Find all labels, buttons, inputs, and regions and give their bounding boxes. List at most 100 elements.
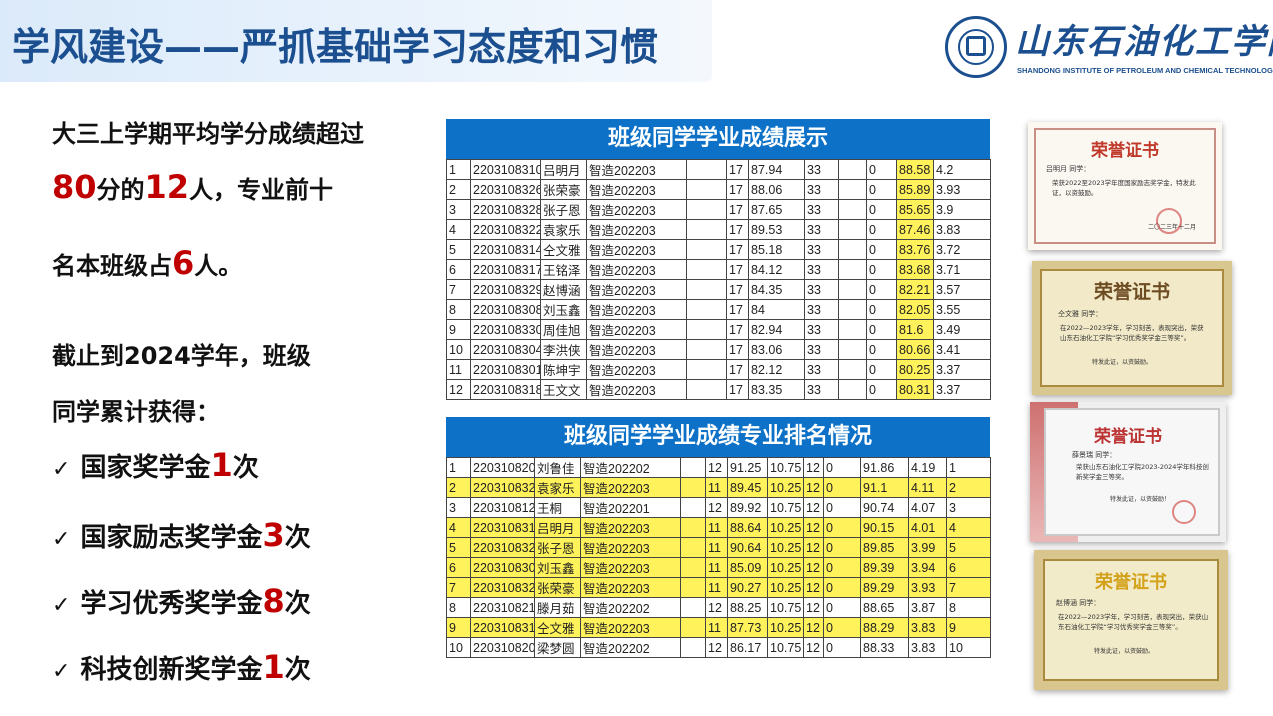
award-name: 国家奖学金 xyxy=(80,453,211,483)
table-cell: 17 xyxy=(726,179,749,200)
table-cell: 10.75 xyxy=(767,457,804,478)
table-cell: 8 xyxy=(946,597,991,618)
certificate-recipient: 吕明月 同学： xyxy=(1046,165,1091,173)
table-cell: 4.11 xyxy=(908,477,947,498)
table-cell: 智造202203 xyxy=(586,299,687,320)
table-cell: 85.09 xyxy=(727,557,768,578)
table-cell: 88.58 xyxy=(896,159,934,180)
table-cell: 滕月茹 xyxy=(534,597,581,618)
table-cell: 张子恩 xyxy=(540,199,587,220)
certificate-title: 荣誉证书 xyxy=(1094,427,1162,447)
table-cell: 0 xyxy=(866,239,897,260)
table-cell: 17 xyxy=(726,359,749,380)
table-cell: 0 xyxy=(866,259,897,280)
table-cell: 87.46 xyxy=(896,219,934,240)
table-cell: 梁梦圆 xyxy=(534,637,581,658)
table-cell: 82.21 xyxy=(896,279,934,300)
table-cell: 智造202203 xyxy=(586,239,687,260)
table-cell: 智造202203 xyxy=(586,199,687,220)
table-cell: 12 xyxy=(803,457,824,478)
table-cell: 2203108207 xyxy=(470,637,535,658)
table-cell: 9 xyxy=(946,617,991,638)
table-cell: 10.75 xyxy=(767,597,804,618)
table-cell: 1 xyxy=(446,159,471,180)
table-cell: 仝文雅 xyxy=(534,617,581,638)
award-name: 科技创新奖学金 xyxy=(80,655,263,685)
ranking-section: 班级同学学业成绩专业排名情况 12203108209刘鲁佳智造202202129… xyxy=(446,417,991,658)
table-cell: 4 xyxy=(946,517,991,538)
award-unit: 次 xyxy=(284,589,311,619)
award-name: 学习优秀奖学金 xyxy=(80,589,263,619)
table-cell: 2203108310 xyxy=(470,159,541,180)
school-logo: 山东石油化工学院 SHANDONG INSTITUTE OF PETROLEUM… xyxy=(945,14,1273,80)
table-cell: 2203108330 xyxy=(470,319,541,340)
table-cell: 11 xyxy=(705,557,728,578)
table-cell: 0 xyxy=(866,199,897,220)
table-cell: 0 xyxy=(866,159,897,180)
table-cell: 10 xyxy=(946,637,991,658)
table-cell: 智造202203 xyxy=(586,159,687,180)
table-cell: 吕明月 xyxy=(540,159,587,180)
table-cell: 智造202203 xyxy=(580,577,681,598)
table-cell xyxy=(680,477,706,498)
certificate-3: 荣誉证书 薛景瑞 同学： 荣获山东石油化工学院2023-2024学年科技创新奖学… xyxy=(1030,402,1226,542)
table-row: 102203108207梁梦圆智造2022021286.1710.7512088… xyxy=(446,637,991,658)
table-cell: 17 xyxy=(726,319,749,340)
table-cell: 12 xyxy=(705,497,728,518)
certificate-recipient: 仝文雅 同学： xyxy=(1058,310,1103,318)
table-cell: 17 xyxy=(726,259,749,280)
table-cell xyxy=(838,159,867,180)
table-cell xyxy=(838,179,867,200)
table-row: 8 2203108308 刘玉鑫 智造202203 17 84 33 0 82.05 3.55 xyxy=(446,299,991,320)
table-cell: 张荣豪 xyxy=(540,179,587,200)
table-cell xyxy=(686,379,727,400)
table-row: 62203108308刘玉鑫智造2022031185.0910.2512089.… xyxy=(446,557,991,578)
page-title: 学风建设——严抓基础学习态度和习惯 xyxy=(12,25,659,69)
table-cell: 2203108314 xyxy=(470,239,541,260)
table-cell: 2203108328 xyxy=(470,199,541,220)
table-cell: 88.33 xyxy=(860,637,909,658)
table-cell: 11 xyxy=(705,537,728,558)
table-cell: 84.12 xyxy=(748,259,805,280)
table-cell: 陈坤宇 xyxy=(540,359,587,380)
table-cell: 6 xyxy=(946,557,991,578)
table-cell: 3.71 xyxy=(933,259,991,280)
table-cell: 10.75 xyxy=(767,497,804,518)
table-cell: 17 xyxy=(726,159,749,180)
table-cell: 3.99 xyxy=(908,537,947,558)
table-cell: 0 xyxy=(823,617,861,638)
table-cell: 0 xyxy=(866,279,897,300)
table-cell: 33 xyxy=(804,279,839,300)
table-cell: 刘玉鑫 xyxy=(540,299,587,320)
table-cell: 88.65 xyxy=(860,597,909,618)
table-cell: 9 xyxy=(446,319,471,340)
table-cell: 0 xyxy=(823,637,861,658)
table-cell: 85.18 xyxy=(748,239,805,260)
table-cell: 89.85 xyxy=(860,537,909,558)
table-cell xyxy=(680,637,706,658)
table-cell xyxy=(686,199,727,220)
table-cell xyxy=(686,299,727,320)
table-cell: 2 xyxy=(446,477,471,498)
certificate-title: 荣誉证书 xyxy=(1095,572,1167,593)
table-cell: 2203108209 xyxy=(470,457,535,478)
table-cell: 0 xyxy=(823,557,861,578)
table-row: 3 2203108328 张子恩 智造202203 17 87.65 33 0 85.65 3.9 xyxy=(446,199,991,220)
table-cell xyxy=(680,597,706,618)
table-cell: 2203108326 xyxy=(470,577,535,598)
table-row: 52203108328张子恩智造2022031190.6410.2512089.… xyxy=(446,537,991,558)
table-cell: 3.93 xyxy=(908,577,947,598)
table-cell: 10.25 xyxy=(767,617,804,638)
table-cell: 33 xyxy=(804,199,839,220)
table-cell: 12 xyxy=(803,637,824,658)
table-cell xyxy=(838,279,867,300)
table-row: 22203108322袁家乐智造2022031189.4510.2512091.… xyxy=(446,477,991,498)
table-cell: 智造202203 xyxy=(580,517,681,538)
table-cell: 33 xyxy=(804,319,839,340)
table-cell: 88.29 xyxy=(860,617,909,638)
table-cell: 1 xyxy=(946,457,991,478)
table-cell: 2203108326 xyxy=(470,179,541,200)
table-cell xyxy=(838,239,867,260)
table-cell: 智造202203 xyxy=(580,537,681,558)
award-item: ✓ 国家奖学金1次 xyxy=(52,446,259,484)
